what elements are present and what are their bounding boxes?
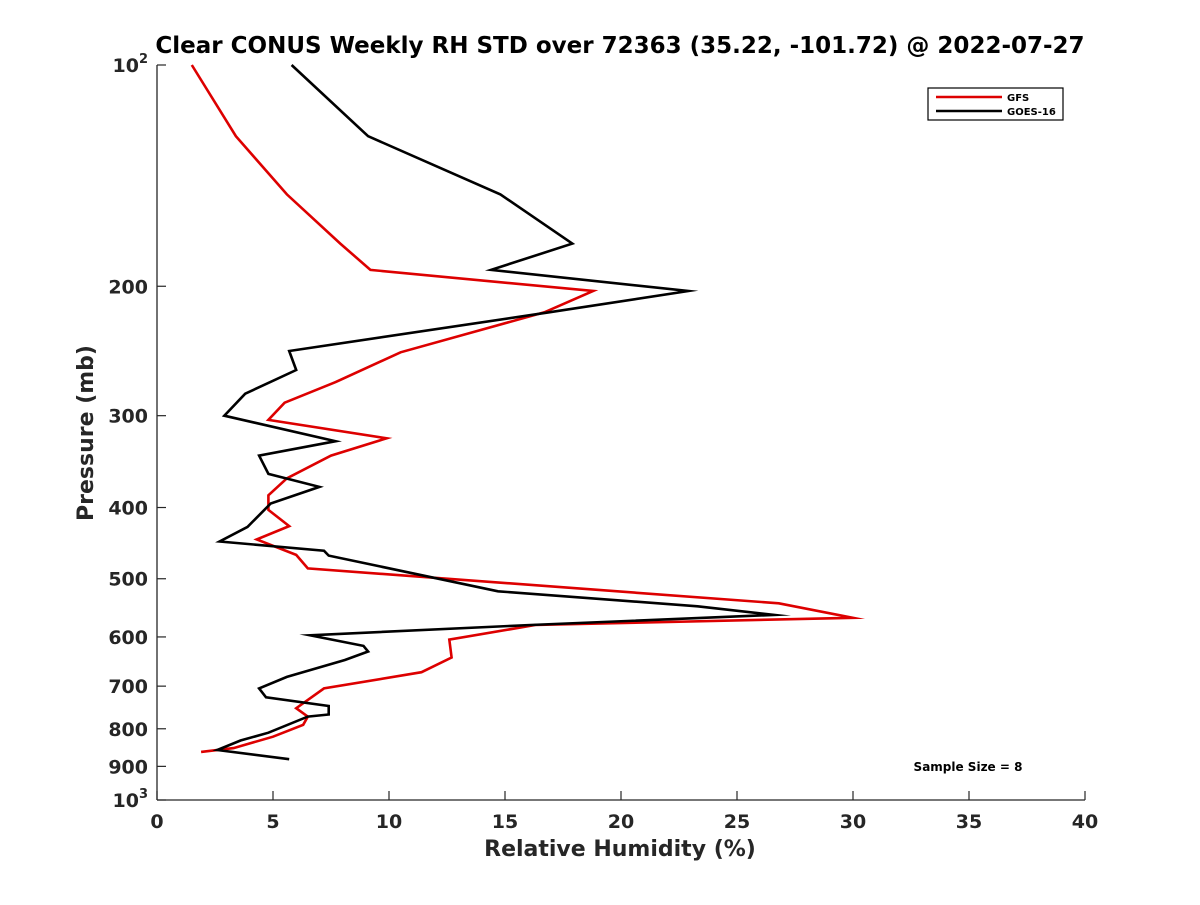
x-tick-label: 15: [492, 811, 518, 833]
legend: GFS GOES-16: [927, 87, 1064, 121]
series-line-goes16: [212, 64, 792, 761]
sample-size-annotation: Sample Size = 8: [914, 760, 1023, 774]
y-tick-label: 200: [108, 276, 148, 298]
y-tick-label: 900: [108, 756, 148, 778]
y-tick-label: 700: [108, 676, 148, 698]
x-tick-label: 0: [150, 811, 163, 833]
y-axis-label: Pressure (mb): [74, 345, 99, 521]
x-tick-label: 30: [840, 811, 866, 833]
series-layer: [190, 64, 866, 761]
chart-title: Clear CONUS Weekly RH STD over 72363 (35…: [155, 33, 1084, 59]
legend-box: [927, 87, 1064, 121]
legend-label-gfs: GFS: [1007, 93, 1029, 104]
x-tick-label: 5: [266, 811, 279, 833]
y-tick-label: 600: [108, 627, 148, 649]
x-tick-label: 25: [724, 811, 750, 833]
x-tick-label: 10: [376, 811, 402, 833]
x-tick-label: 35: [956, 811, 982, 833]
y-tick-label: 500: [108, 569, 148, 591]
x-axis-label: Relative Humidity (%): [484, 837, 756, 862]
x-tick-label: 20: [608, 811, 634, 833]
y-tick-label: 102: [113, 52, 149, 77]
y-tick-label: 400: [108, 498, 148, 520]
axes: 0 5 10 15 20 25 30 35 40 102 200 300 400 500 600 700 800…: [108, 52, 1098, 833]
x-tick-label: 40: [1072, 811, 1098, 833]
y-tick-label: 800: [108, 719, 148, 741]
y-tick-label: 103: [113, 787, 149, 812]
legend-label-goes16: GOES-16: [1007, 107, 1056, 118]
series-line-gfs: [190, 64, 866, 754]
y-tick-label: 300: [108, 406, 148, 428]
